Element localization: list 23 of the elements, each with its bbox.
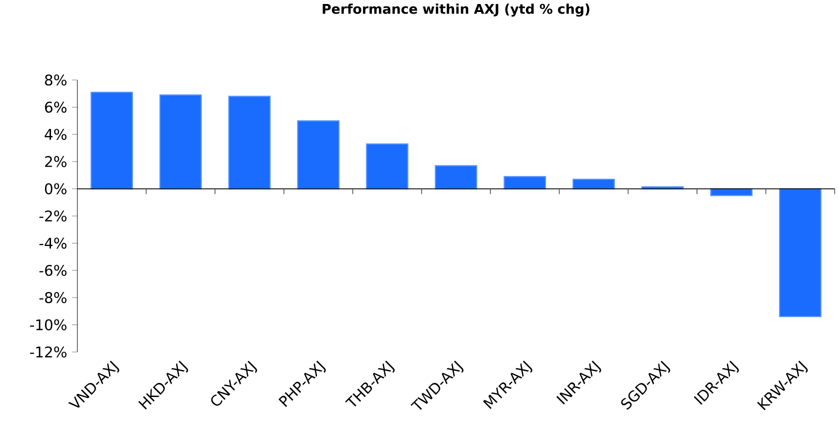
bar	[297, 120, 340, 190]
bar	[366, 143, 408, 190]
y-tick-label: 6%	[45, 102, 66, 113]
bar	[504, 176, 546, 190]
bar	[159, 94, 202, 190]
bar	[572, 178, 615, 190]
bar	[779, 188, 822, 318]
bar	[90, 92, 133, 190]
chart-title: Performance within AXJ (ytd % chg)	[322, 4, 590, 17]
y-tick-label: 4%	[44, 128, 66, 140]
y-tick-label: -8%	[39, 292, 66, 304]
y-tick-label: -2%	[39, 210, 66, 222]
bar	[434, 165, 478, 190]
bar	[228, 96, 271, 190]
y-tick-label: 0%	[44, 183, 66, 194]
y-tick-label: 2%	[45, 156, 66, 168]
bar	[710, 188, 753, 196]
y-tick-label: -4%	[39, 238, 66, 249]
y-tick-label: 8%	[45, 74, 66, 86]
y-tick-label: -12%	[30, 346, 66, 358]
y-tick-label: -10%	[30, 319, 66, 330]
y-tick-label: -6%	[39, 264, 66, 276]
bar	[641, 186, 684, 190]
